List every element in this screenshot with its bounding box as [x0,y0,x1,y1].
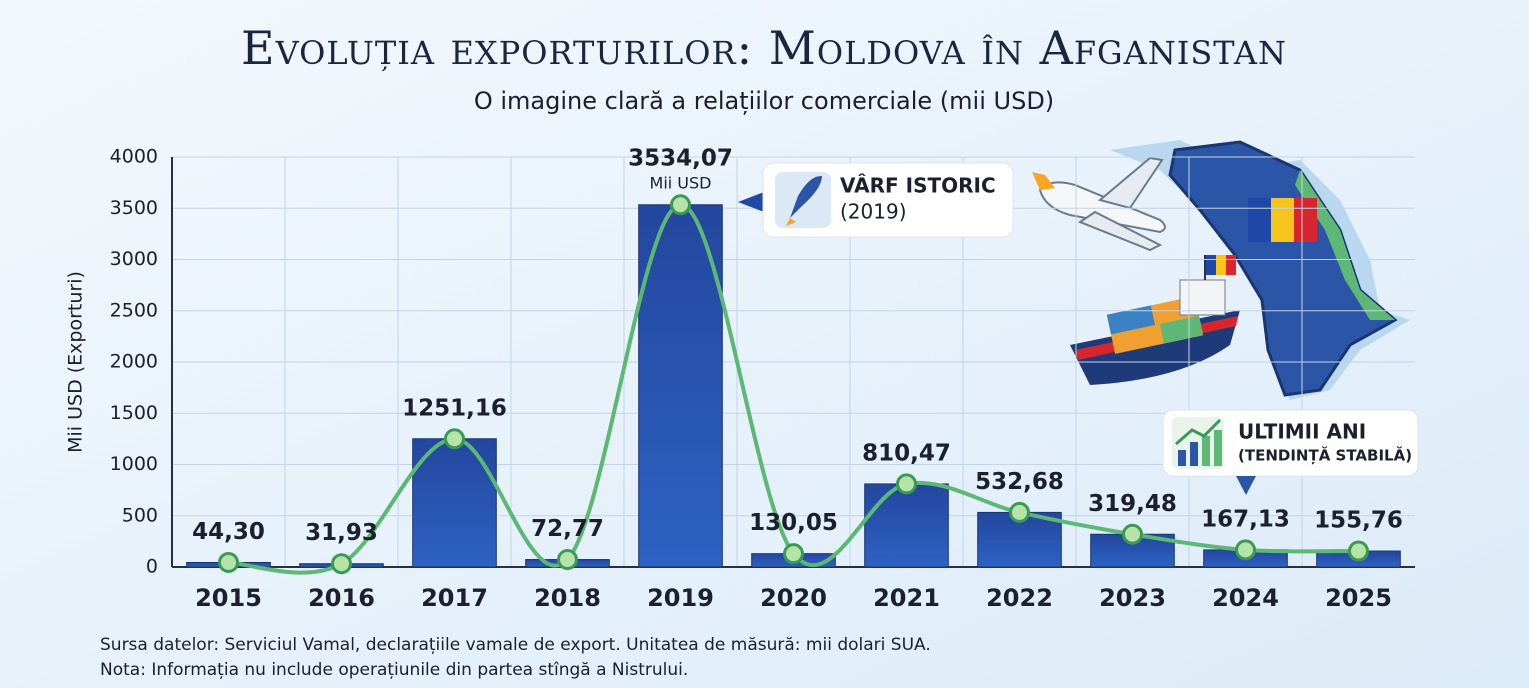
chart-title: Evoluția exporturilor: Moldova în Afgani… [241,21,1287,75]
x-tick-label: 2018 [534,584,601,612]
trend-point [1122,523,1143,545]
x-tick-label: 2021 [873,584,940,612]
value-label: 167,13 [1201,506,1290,532]
recent-callout: ULTIMII ANI (TENDINȚĂ STABILĂ) [1162,409,1419,495]
y-tick-label: 500 [122,504,158,526]
x-tick-label: 2022 [986,584,1053,612]
x-tick-label: 2015 [195,584,262,612]
bar [864,483,949,568]
value-label: 44,30 [192,519,265,545]
trend-point [783,543,804,565]
y-tick-label: 2000 [110,351,158,373]
flag-yellow [1271,198,1294,242]
y-axis-label: Mii USD (Exporturi) [65,271,87,453]
y-tick-label: 2500 [110,299,158,321]
trend-point [1235,539,1256,561]
y-tick-label: 4000 [110,146,158,168]
y-tick-label: 0 [146,556,158,578]
x-tick-label: 2017 [421,584,488,612]
value-label: 130,05 [749,510,838,536]
bar [638,204,723,568]
note: Nota: Informația nu include operațiunile… [100,660,688,680]
value-label: 31,93 [305,520,378,546]
flag-blue [1248,198,1271,242]
trend-point [331,553,352,575]
x-tick-label: 2019 [647,584,714,612]
source-note: Sursa datelor: Serviciul Vamal, declaraț… [100,635,931,655]
value-label: 155,76 [1314,508,1403,534]
y-tick-label: 1000 [110,453,158,475]
flag-red [1294,198,1317,242]
x-tick-label: 2020 [760,584,827,612]
peak-annotation: Mii USD [650,173,712,192]
trend-point [557,549,578,571]
value-label: 810,47 [862,440,951,466]
trend-point [1009,501,1030,523]
value-label: 1251,16 [402,395,507,421]
peak-callout: VÂRF ISTORIC (2019) [738,162,1014,238]
x-tick-label: 2016 [308,584,375,612]
moldova-map [1168,140,1398,397]
callout-title: ULTIMII ANI [1238,420,1366,444]
callout-subtitle: (2019) [840,200,907,224]
y-tick-label: 3000 [110,248,158,270]
y-tick-label: 3500 [110,197,158,219]
value-label: 72,77 [531,516,604,542]
trend-point [444,428,465,450]
value-label: 532,68 [975,469,1064,495]
x-tick-label: 2025 [1325,584,1392,612]
y-tick-label: 1500 [110,402,158,424]
callout-subtitle: (TENDINȚĂ STABILĂ) [1238,446,1412,465]
trend-point [218,551,239,573]
trend-point [1348,540,1369,562]
callout-title: VÂRF ISTORIC [840,174,996,198]
chart-subtitle: O imagine clară a relațiilor comerciale … [474,87,1054,115]
value-label: 319,48 [1088,491,1177,517]
trend-point [896,473,917,495]
map-region [1295,170,1395,320]
value-label: 3534,07 [628,145,733,171]
trend-point [670,194,691,216]
plane-icon [1032,156,1166,252]
x-tick-label: 2023 [1099,584,1166,612]
x-tick-label: 2024 [1212,584,1279,612]
